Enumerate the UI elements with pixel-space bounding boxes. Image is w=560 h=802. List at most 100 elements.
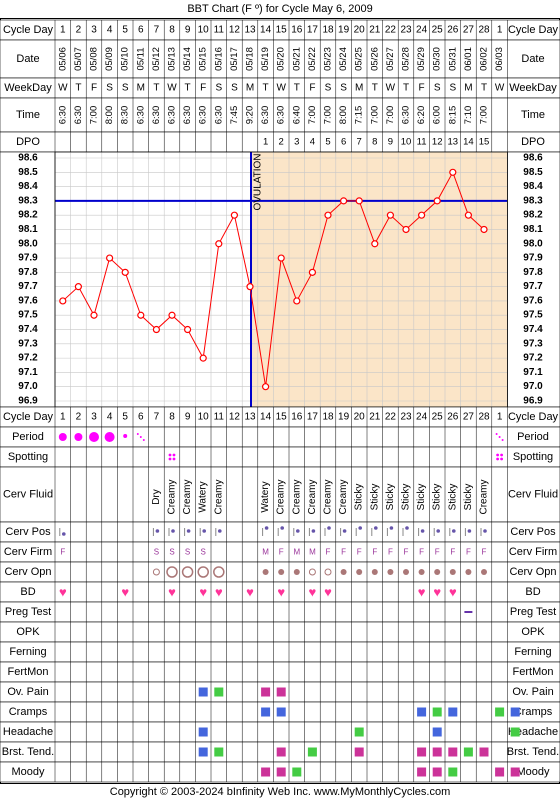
y-tick-left: 97.2 [18, 353, 38, 364]
date-cell: 05/26 [369, 47, 380, 71]
cerv-pos-dot [171, 529, 175, 533]
cerv-opn-closed [278, 569, 285, 575]
cerv-fluid-cell: Creamy [213, 479, 224, 514]
label-cerv_opn-lower: Cerv Opn [4, 566, 51, 578]
temperature-point [371, 240, 379, 248]
time-cell: 6:30 [198, 106, 209, 125]
temperature-point [433, 197, 441, 205]
time-cell: 7:00 [479, 106, 490, 125]
moody-marker [448, 767, 458, 777]
cerv-firm-cell: S [185, 548, 190, 557]
moody-marker [510, 767, 520, 777]
date-cell: 05/23 [323, 47, 334, 71]
temperature-point [464, 211, 472, 219]
label-period-lower: Period [12, 431, 44, 443]
cycle-day-cell: 28 [478, 25, 490, 36]
cycle-day-cell: 19 [338, 25, 350, 36]
cerv-pos-dot [436, 529, 441, 533]
cerv-opn-closed [418, 569, 425, 575]
cycle-day-cell-lower: 16 [291, 412, 303, 423]
y-tick-right: 97.1 [523, 367, 543, 378]
time-cell: 7:00 [385, 106, 396, 125]
cycle-day-cell: 1 [60, 25, 66, 36]
temperature-point [480, 225, 488, 234]
cerv-fluid-cell: Creamy [182, 479, 193, 514]
cerv-opn-closed [371, 569, 378, 575]
dpo-cell: 2 [279, 137, 284, 148]
period-spotting-dot [142, 439, 145, 441]
label-cerv_firm-lower: Cerv Firm [4, 546, 52, 558]
y-tick-left: 98.1 [18, 224, 38, 235]
cerv-opn-closed [449, 569, 456, 575]
cerv-firm-cell: F [341, 548, 346, 557]
cycle-day-cell-lower: 5 [122, 412, 128, 423]
temperature-point [121, 268, 129, 276]
y-tick-left: 96.9 [18, 396, 38, 407]
y-tick-right: 97.3 [523, 338, 543, 349]
cycle-day-cell-lower: 18 [322, 412, 334, 423]
label-cycle_day: Cycle Day [3, 24, 54, 36]
cerv-fluid-cell: Creamy [307, 479, 318, 514]
time-cell: 6:30 [151, 106, 162, 125]
cycle-day-cell: 21 [369, 25, 381, 36]
label-headache-lower: Headache [3, 726, 53, 738]
y-tick-left: 97.0 [18, 381, 38, 392]
cycle-day-cell: 6 [138, 25, 144, 36]
cycle-day-cell: 23 [400, 25, 412, 36]
cerv-fluid-cell: Creamy [323, 479, 334, 514]
date-cell: 06/03 [494, 47, 505, 71]
dpo-cell: 5 [325, 137, 330, 148]
cycle-day-cell-lower: 1 [497, 412, 503, 423]
temperature-point [293, 297, 301, 305]
cycle-day-cell: 9 [185, 25, 191, 36]
cramps-marker [432, 707, 442, 717]
spotting-dot [500, 453, 503, 457]
time-cell: 6:30 [276, 106, 287, 125]
cycle-day-cell: 24 [416, 25, 428, 36]
temperature-point [386, 211, 394, 219]
brst_tend-marker [307, 747, 317, 757]
cycle-day-cell-lower: 27 [463, 412, 475, 423]
cerv-firm-cell: M [262, 548, 269, 557]
time-cell: 7:00 [323, 106, 334, 125]
y-tick-left: 98.0 [18, 238, 38, 249]
y-tick-right: 98.0 [523, 238, 543, 249]
time-cell: 6:20 [416, 106, 427, 125]
weekday-cell: S [340, 83, 347, 94]
temperature-point [418, 211, 426, 219]
y-tick-right: 97.4 [523, 324, 543, 335]
label-cycle_day-lower-right: Cycle Day [508, 411, 559, 423]
label-weekday-right: WeekDay [509, 82, 557, 94]
cramps-marker [261, 707, 271, 717]
time-cell: 6:30 [57, 106, 68, 125]
bd-heart-icon: ♥ [277, 585, 285, 600]
y-tick-left: 97.1 [18, 367, 38, 378]
time-cell: 7:00 [307, 106, 318, 125]
brst_tend-marker [463, 747, 473, 757]
time-cell: 7:00 [369, 106, 380, 125]
period-spotting-dot [495, 433, 498, 435]
date-cell: 05/30 [432, 47, 443, 71]
bd-heart-icon: ♥ [246, 585, 254, 600]
cerv-opn-small [152, 568, 160, 576]
cerv-fluid-cell: Sticky [385, 484, 396, 511]
cerv-firm-cell: F [372, 548, 377, 557]
temperature-point [105, 254, 114, 262]
bd-heart-icon: ♥ [309, 585, 317, 600]
weekday-cell: M [246, 83, 254, 94]
date-cell: 05/24 [338, 47, 349, 71]
cycle-day-cell: 11 [214, 25, 225, 36]
label-fertmon-lower-right: FertMon [513, 666, 554, 678]
date-cell: 05/17 [229, 47, 240, 71]
cerv-firm-cell: F [326, 548, 331, 557]
period-spotting-dot [498, 436, 501, 438]
cerv-pos-dot [405, 526, 409, 530]
date-cell: 05/13 [167, 47, 178, 71]
bd-heart-icon: ♥ [449, 585, 457, 600]
ov_pain-marker [214, 687, 224, 697]
cerv-fluid-cell: Dry [151, 489, 162, 505]
label-ferning-lower: Ferning [9, 646, 46, 658]
cerv-pos-dot [311, 529, 316, 533]
time-cell: 7:00 [89, 106, 100, 125]
cycle-day-cell: 18 [322, 25, 334, 36]
